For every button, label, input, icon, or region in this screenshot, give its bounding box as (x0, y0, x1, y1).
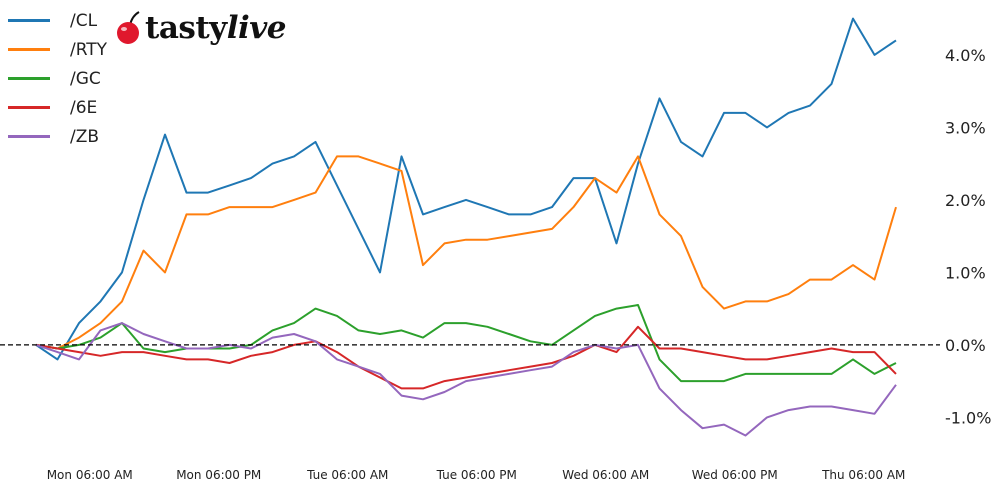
legend-swatch (8, 135, 50, 138)
series-lines (35, 17, 897, 437)
y-tick-label: 3.0% (945, 118, 986, 137)
x-tick-label: Wed 06:00 PM (692, 468, 778, 482)
y-tick-label: 0.0% (945, 336, 986, 355)
x-tick-label: Tue 06:00 AM (306, 468, 388, 482)
y-tick-label: 4.0% (945, 46, 986, 65)
legend-label: /ZB (70, 126, 100, 147)
legend-swatch (8, 19, 50, 22)
y-tick-label: 1.0% (945, 263, 986, 282)
legend-item-rty: /RTY (8, 35, 107, 64)
y-tick-label: 2.0% (945, 191, 986, 210)
series-line-rty (35, 155, 897, 350)
legend-label: /CL (70, 10, 98, 31)
x-tick-label: Thu 06:00 AM (821, 468, 905, 482)
legend-swatch (8, 77, 50, 80)
series-line-zb (35, 322, 897, 437)
logo-text: tastylive (145, 10, 287, 46)
x-tick-label: Tue 06:00 PM (436, 468, 517, 482)
legend-swatch (8, 48, 50, 51)
legend-item-6e: /6E (8, 93, 107, 122)
y-axis: -1.0% 0.0% 1.0% 2.0% 3.0% 4.0% (945, 46, 991, 428)
x-tick-label: Mon 06:00 PM (176, 468, 261, 482)
legend: /CL /RTY /GC /6E /ZB (8, 6, 107, 151)
legend-item-gc: /GC (8, 64, 107, 93)
legend-item-zb: /ZB (8, 122, 107, 151)
cherry-icon (117, 11, 140, 44)
legend-label: /GC (70, 68, 101, 89)
x-tick-label: Mon 06:00 AM (47, 468, 133, 482)
legend-swatch (8, 106, 50, 109)
series-line-cl (35, 17, 897, 361)
x-tick-label: Wed 06:00 AM (562, 468, 649, 482)
legend-item-cl: /CL (8, 6, 107, 35)
y-tick-label: -1.0% (945, 408, 991, 427)
series-line-gc (35, 304, 897, 383)
legend-label: /RTY (70, 39, 108, 60)
tastylive-logo: tastylive (115, 10, 287, 46)
legend-label: /6E (70, 97, 98, 118)
series-line-6e (35, 325, 897, 390)
x-axis: Mon 06:00 AM Mon 06:00 PM Tue 06:00 AM Tue … (47, 468, 906, 482)
